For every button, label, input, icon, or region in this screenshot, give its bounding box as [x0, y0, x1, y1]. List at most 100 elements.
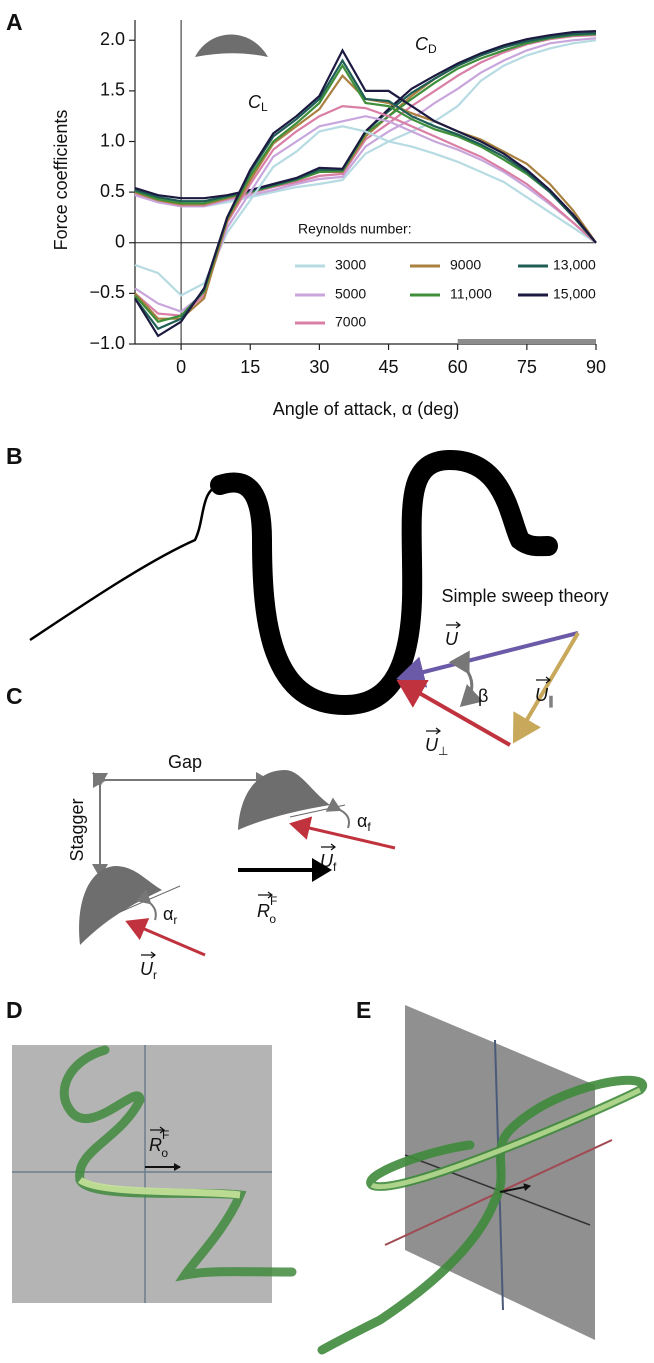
annotation-text: C: [415, 34, 429, 54]
legend-label: 15,000: [553, 286, 596, 302]
x-tick-label: 30: [309, 357, 329, 377]
label-sub: ⊥: [438, 744, 448, 758]
vector-u: [396, 631, 579, 688]
vector-arrow: [258, 891, 273, 899]
x-tick-label: 15: [240, 357, 260, 377]
stagger-label: Stagger: [67, 798, 87, 861]
vector-u-perp: [396, 680, 511, 747]
legend-label: 5000: [335, 286, 366, 302]
alpha-arc: [135, 889, 157, 921]
drag-line: [134, 32, 597, 206]
vector-arrow: [426, 727, 441, 735]
vector-arrow: [536, 676, 551, 684]
x-tick-label: 45: [379, 357, 399, 377]
label-base: U: [320, 851, 334, 871]
rear-airfoil: [79, 866, 162, 945]
chart-a: −1.0 −0.5 0 0.5 1.0 1.5 2.0 0 15 30 45 60 75 90 3000 50…: [89, 20, 606, 377]
sweep-title: Simple sweep theory: [441, 586, 608, 606]
label-sub: f: [367, 820, 371, 834]
label-u-perp: U⊥: [425, 735, 448, 758]
x-axis-title: Angle of attack, α (deg): [273, 399, 460, 419]
label-sub: r: [173, 913, 177, 927]
label-base: U: [535, 685, 549, 705]
label-base: U: [425, 735, 439, 755]
legend-label: 7000: [335, 314, 366, 330]
panel-label: D: [6, 997, 23, 1023]
drag-line: [134, 37, 597, 208]
legend-label: 11,000: [450, 286, 492, 302]
annotation-sub: L: [261, 100, 268, 114]
x-tick-label: 60: [448, 357, 468, 377]
drag-line: [134, 34, 597, 207]
shaded-range: [457, 339, 596, 344]
label-r: RF o: [149, 1128, 169, 1160]
label-base: R: [149, 1135, 162, 1155]
label-u-parallel: U∥: [535, 685, 554, 708]
legend-title: Reynolds number:: [298, 221, 412, 237]
beta-arc: [448, 650, 484, 708]
vector-uf: [289, 816, 396, 850]
gap-label: Gap: [168, 752, 202, 772]
label-alpha-r: αr: [163, 904, 177, 927]
label-r: RF o: [257, 894, 277, 926]
view-background: [12, 1045, 272, 1303]
label-base: α: [163, 904, 173, 924]
airfoil-icon: [195, 34, 268, 57]
y-tick-label: 2.0: [100, 29, 125, 49]
front-airfoil: [238, 770, 330, 830]
alpha-arc: [325, 797, 350, 829]
x-tick-label: 0: [176, 357, 186, 377]
vector-arrow: [150, 1126, 165, 1134]
panel-label: B: [6, 443, 23, 469]
panel-label: A: [6, 9, 23, 35]
label-sub: f: [333, 860, 337, 874]
velocity-arrow: [499, 1183, 531, 1193]
y-tick-label: 0.5: [100, 181, 125, 201]
annotation-cl: CL: [248, 92, 268, 114]
label-u-r: Ur: [140, 959, 157, 982]
drag-line: [134, 33, 597, 205]
annotation-text: C: [248, 92, 262, 112]
snake-highlight: [370, 1087, 642, 1190]
vector-arrow: [141, 951, 156, 959]
drag-line: [134, 39, 597, 208]
vector-arrow: [321, 843, 336, 851]
label-base: U: [140, 959, 154, 979]
y-tick-label: 1.0: [100, 130, 125, 150]
label-sup: F: [270, 894, 277, 908]
label-sub: ∥: [548, 694, 554, 708]
legend-label: 3000: [335, 257, 366, 273]
snake-tail: [29, 483, 221, 642]
label-base: R: [257, 901, 270, 921]
snake-body: [210, 449, 558, 716]
label-u: U: [445, 629, 459, 649]
vector-ur: [125, 918, 206, 957]
y-tick-label: 0: [115, 232, 125, 252]
panel-label: E: [356, 997, 371, 1023]
label-alpha-f: αf: [357, 811, 371, 834]
annotation-sub: D: [428, 42, 437, 56]
label-sup: F: [162, 1128, 169, 1142]
label-sub: r: [153, 968, 157, 982]
y-axis-title: Force coefficients: [51, 110, 71, 251]
y-tick-label: −1.0: [89, 333, 125, 353]
panel-label: C: [6, 683, 23, 709]
y-tick-label: 1.5: [100, 80, 125, 100]
lift-line: [134, 48, 597, 338]
label-beta: β: [478, 686, 488, 706]
label-sub: o: [161, 1146, 168, 1160]
legend-label: 13,000: [553, 257, 596, 273]
label-base: α: [357, 811, 367, 831]
legend-label: 9000: [450, 257, 481, 273]
vector-arrow: [446, 621, 461, 629]
x-tick-label: 90: [586, 357, 606, 377]
vector-u-parallel: [512, 631, 580, 744]
y-tick-label: −0.5: [89, 282, 125, 302]
x-tick-label: 75: [517, 357, 537, 377]
label-sub: o: [269, 912, 276, 926]
snake-highlight: [77, 1176, 241, 1199]
annotation-cd: CD: [415, 34, 437, 56]
